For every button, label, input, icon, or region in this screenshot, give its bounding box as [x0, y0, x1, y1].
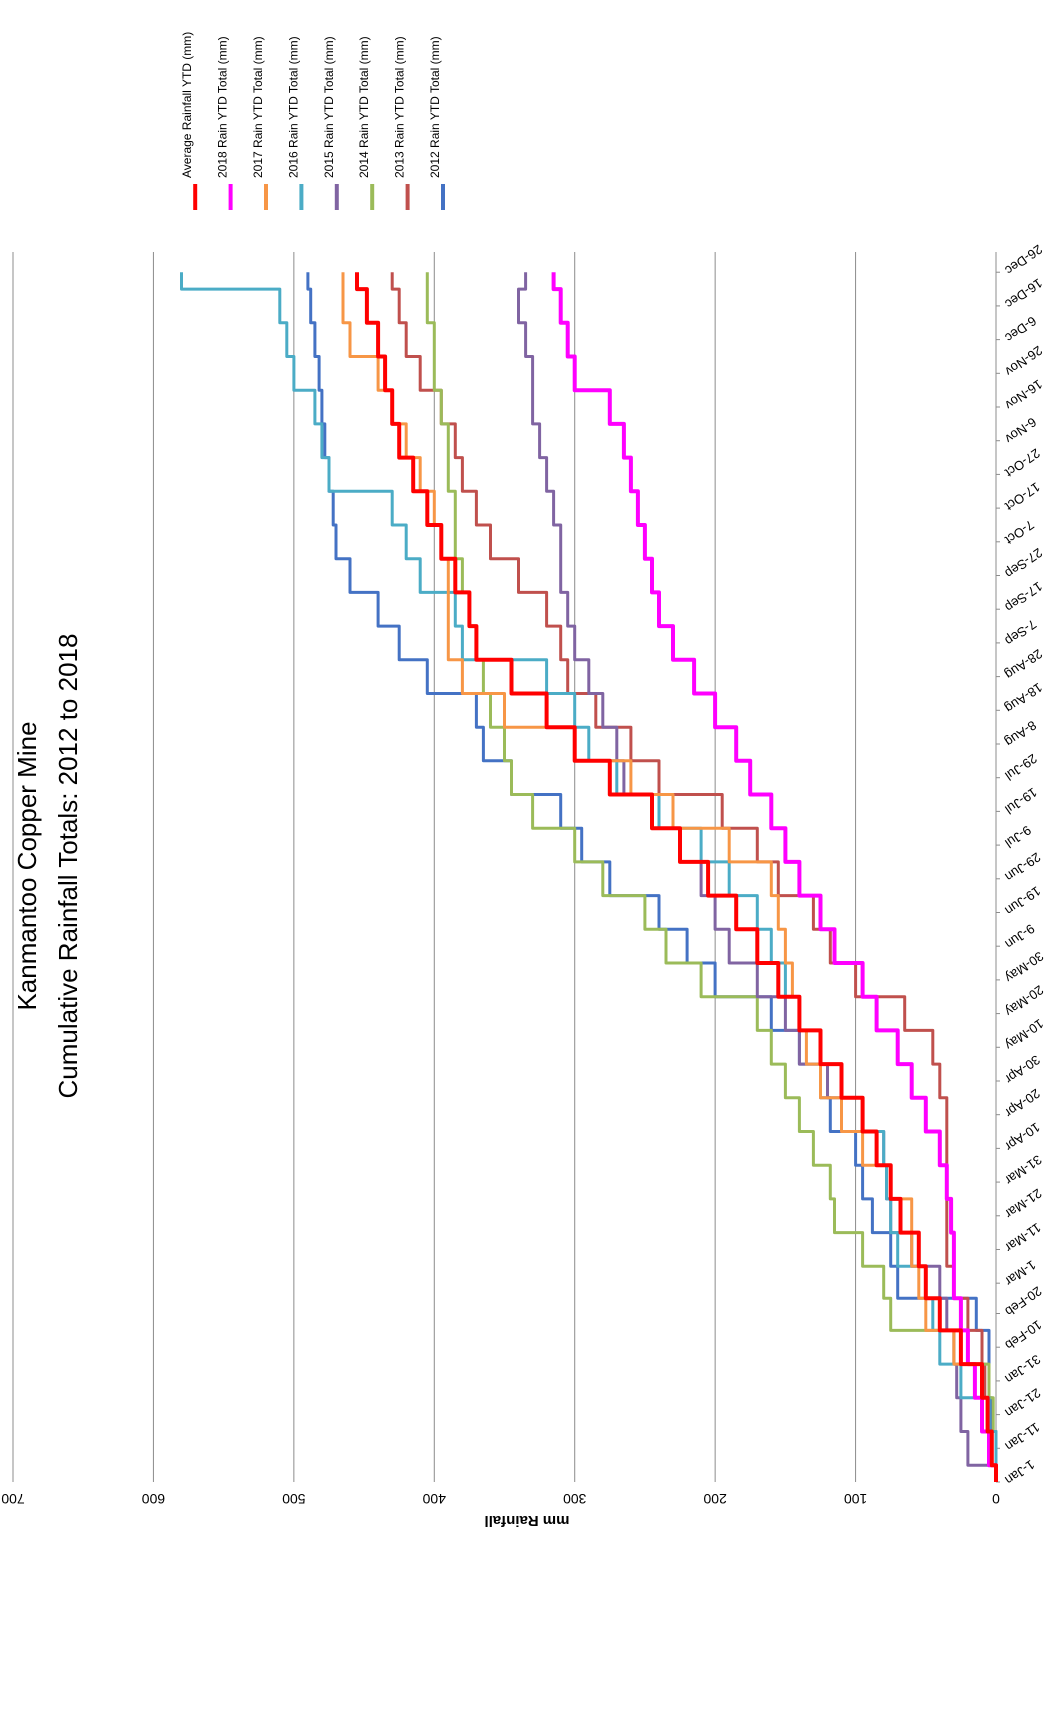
y-axis-title: mm Rainfall: [484, 1512, 569, 1529]
legend-label-2: 2014 Rain YTD Total (mm): [357, 36, 371, 178]
legend-label-1: 2013 Rain YTD Total (mm): [393, 36, 407, 178]
y-tick-label-400: 400: [422, 1491, 446, 1507]
y-tick-label-500: 500: [282, 1491, 306, 1507]
category-label-20-Apr: 20-Apr: [1002, 1086, 1043, 1121]
category-label-1-Jan: 1-Jan: [1002, 1457, 1037, 1488]
category-label-19-Jul: 19-Jul: [1002, 785, 1040, 818]
category-label-26-Dec: 26-Dec: [1002, 242, 1045, 279]
chart-root: 01002003004005006007001-Jan11-Jan21-Jan3…: [1, 32, 1046, 1529]
category-label-10-Feb: 10-Feb: [1002, 1317, 1044, 1353]
category-label-16-Dec: 16-Dec: [1002, 275, 1045, 312]
category-label-11-Jan: 11-Jan: [1002, 1420, 1042, 1455]
category-label-16-Nov: 16-Nov: [1002, 377, 1045, 414]
category-label-28-Aug: 28-Aug: [1002, 646, 1045, 682]
y-tick-label-600: 600: [142, 1491, 166, 1507]
chart-title-line2: Cumulative Rainfall Totals: 2012 to 2018: [53, 634, 83, 1099]
category-label-20-Feb: 20-Feb: [1002, 1283, 1044, 1319]
legend-label-6: 2018 Rain YTD Total (mm): [216, 36, 230, 178]
series-line-0: [306, 272, 998, 1482]
category-label-18-Aug: 18-Aug: [1002, 680, 1045, 716]
category-label-21-Jan: 21-Jan: [1002, 1385, 1043, 1420]
category-label-31-Mar: 31-Mar: [1002, 1152, 1045, 1188]
category-label-26-Nov: 26-Nov: [1002, 343, 1045, 380]
category-label-27-Oct: 27-Oct: [1002, 446, 1043, 481]
category-label-29-Jul: 29-Jul: [1002, 751, 1040, 784]
category-label-31-Jan: 31-Jan: [1002, 1352, 1043, 1387]
category-label-17-Oct: 17-Oct: [1002, 479, 1043, 514]
category-label-17-Sep: 17-Sep: [1002, 579, 1045, 615]
category-label-29-Jun: 29-Jun: [1002, 850, 1043, 885]
legend-label-5: 2017 Rain YTD Total (mm): [251, 36, 265, 178]
category-label-30-May: 30-May: [1002, 949, 1047, 986]
series-layer: [180, 272, 998, 1482]
category-label-20-May: 20-May: [1002, 982, 1047, 1019]
category-label-8-Aug: 8-Aug: [1002, 718, 1039, 750]
grid-layer: [12, 252, 1000, 1483]
y-tick-label-100: 100: [844, 1491, 868, 1507]
series-line-6: [551, 272, 998, 1482]
series-line-1: [390, 272, 998, 1482]
series-line-7: [355, 272, 998, 1482]
category-label-9-Jun: 9-Jun: [1002, 921, 1037, 952]
category-label-10-May: 10-May: [1002, 1016, 1047, 1053]
y-tick-label-700: 700: [1, 1491, 25, 1507]
category-label-6-Dec: 6-Dec: [1002, 313, 1039, 345]
series-line-2: [425, 272, 998, 1482]
category-label-7-Oct: 7-Oct: [1002, 517, 1037, 548]
category-label-9-Jul: 9-Jul: [1002, 822, 1034, 851]
legend-label-3: 2015 Rain YTD Total (mm): [322, 36, 336, 178]
y-tick-label-0: 0: [992, 1491, 1000, 1507]
series-line-4: [180, 272, 998, 1482]
legend-label-7: Average Rainfall YTD (mm): [180, 32, 194, 178]
category-label-30-Apr: 30-Apr: [1002, 1052, 1043, 1087]
category-label-27-Sep: 27-Sep: [1002, 545, 1045, 581]
series-line-5: [341, 272, 998, 1482]
category-label-19-Jun: 19-Jun: [1002, 883, 1043, 918]
category-label-7-Sep: 7-Sep: [1002, 617, 1039, 649]
category-label-21-Mar: 21-Mar: [1002, 1186, 1045, 1222]
legend-label-4: 2016 Rain YTD Total (mm): [286, 36, 300, 178]
category-label-11-Mar: 11-Mar: [1002, 1220, 1044, 1256]
chart-title-line1: Kanmantoo Copper Mine: [12, 721, 42, 1010]
category-label-1-Mar: 1-Mar: [1002, 1257, 1039, 1289]
category-label-6-Nov: 6-Nov: [1002, 414, 1039, 446]
y-tick-label-200: 200: [703, 1491, 727, 1507]
series-line-3: [517, 272, 998, 1482]
category-label-10-Apr: 10-Apr: [1002, 1120, 1043, 1155]
legend-label-0: 2012 Rain YTD Total (mm): [428, 36, 442, 178]
y-tick-label-300: 300: [563, 1491, 587, 1507]
